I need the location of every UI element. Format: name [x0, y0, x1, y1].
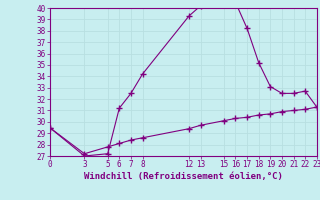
- X-axis label: Windchill (Refroidissement éolien,°C): Windchill (Refroidissement éolien,°C): [84, 172, 283, 181]
